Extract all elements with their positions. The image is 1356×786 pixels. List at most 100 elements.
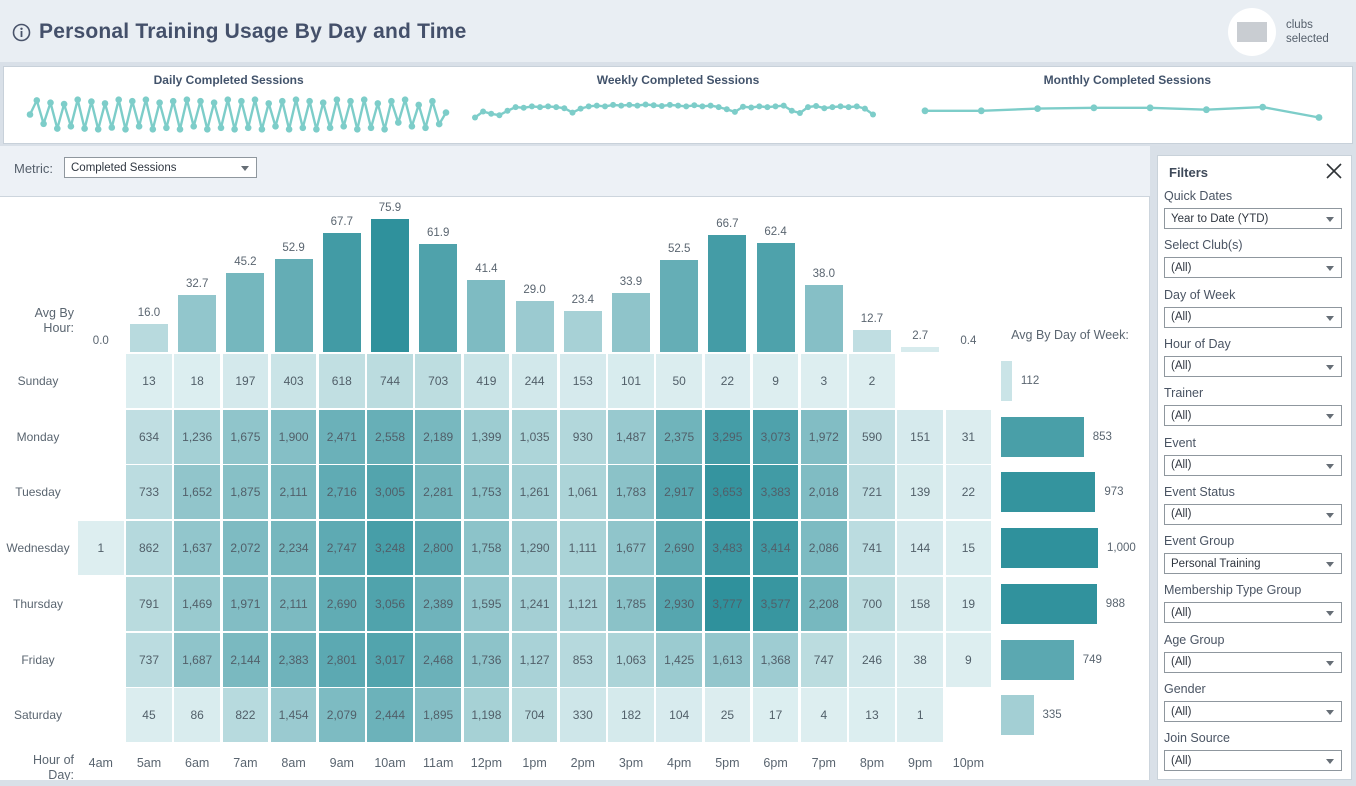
sparkline-point[interactable]	[1090, 104, 1097, 112]
close-icon[interactable]	[1323, 160, 1345, 182]
heatmap-cell[interactable]: 1,895	[415, 688, 461, 743]
heatmap-cell[interactable]: 733	[126, 465, 172, 520]
sparkline-point[interactable]	[381, 126, 388, 133]
sparkline-point[interactable]	[480, 108, 487, 115]
heatmap-cell[interactable]: 419	[463, 354, 510, 408]
avg-by-day-bar[interactable]	[1001, 528, 1098, 569]
avg-by-day-bar[interactable]	[1001, 361, 1012, 401]
heatmap-cell[interactable]: 737	[126, 632, 172, 687]
sparkline-point[interactable]	[553, 104, 560, 111]
avg-by-hour-bar[interactable]	[756, 242, 795, 352]
sparkline-point[interactable]	[545, 103, 552, 110]
heatmap-cell[interactable]: 2,444	[367, 688, 413, 743]
heatmap-cell[interactable]: 45	[126, 688, 172, 743]
heatmap-cell[interactable]: 1,758	[463, 521, 510, 576]
sparkline-point[interactable]	[374, 100, 382, 107]
avg-by-hour-bar[interactable]	[708, 235, 747, 352]
sparkline-point[interactable]	[521, 104, 528, 111]
avg-by-hour-bar[interactable]	[274, 259, 313, 352]
filter-dropdown-hour-of-day[interactable]: (All)	[1164, 355, 1342, 377]
heatmap-cell[interactable]: 144	[897, 521, 943, 576]
sparkline-point[interactable]	[512, 104, 519, 111]
avg-by-hour-bar[interactable]	[612, 292, 650, 352]
filter-dropdown-gender[interactable]: (All)	[1164, 701, 1342, 722]
heatmap-cell[interactable]: 1,063	[608, 632, 654, 687]
sparkline-point[interactable]	[496, 112, 503, 119]
sparkline-point[interactable]	[781, 102, 788, 109]
heatmap-cell[interactable]: 1,241	[511, 576, 558, 631]
heatmap-cell[interactable]: 1,677	[608, 521, 654, 576]
heatmap-cell[interactable]: 22	[704, 354, 751, 408]
sparkline-point[interactable]	[748, 104, 755, 111]
heatmap-cell[interactable]: 741	[849, 521, 895, 576]
heatmap-cell[interactable]: 3,073	[752, 409, 799, 464]
heatmap-cell[interactable]: 1,487	[608, 409, 654, 464]
sparkline-point[interactable]	[488, 110, 495, 117]
heatmap-cell[interactable]: 2,747	[319, 521, 365, 576]
sparkline-point[interactable]	[422, 124, 429, 132]
weekly-sparkline-chart[interactable]	[455, 89, 901, 139]
sparkline-point[interactable]	[197, 97, 204, 105]
sparkline-point[interactable]	[347, 97, 354, 105]
sparkline-point[interactable]	[313, 126, 320, 133]
sparkline-point[interactable]	[529, 103, 536, 110]
sparkline-point[interactable]	[845, 104, 852, 111]
sparkline-point[interactable]	[40, 120, 47, 128]
heatmap-cell[interactable]: 2,375	[656, 409, 702, 464]
sparkline-point[interactable]	[340, 123, 348, 130]
heatmap-cell[interactable]: 2,690	[656, 521, 702, 576]
heatmap-cell[interactable]: 330	[560, 688, 606, 743]
heatmap-cell[interactable]: 744	[367, 354, 413, 408]
heatmap-cell[interactable]: 19	[945, 576, 992, 631]
sparkline-point[interactable]	[429, 97, 436, 105]
sparkline-point[interactable]	[81, 125, 88, 132]
sparkline-point[interactable]	[821, 105, 828, 112]
sparkline-point[interactable]	[395, 119, 402, 126]
heatmap-cell[interactable]: 2,383	[270, 632, 317, 687]
heatmap-cell[interactable]: 17	[752, 688, 799, 743]
sparkline-point[interactable]	[108, 124, 116, 131]
heatmap-cell[interactable]: 2,801	[319, 632, 365, 687]
sparkline-point[interactable]	[238, 97, 245, 105]
filter-dropdown-event-status[interactable]: (All)	[1164, 503, 1342, 525]
sparkline-point[interactable]	[707, 102, 714, 109]
sparkline-point[interactable]	[699, 103, 706, 110]
heatmap-cell[interactable]: 3,383	[752, 465, 799, 520]
sparkline-point[interactable]	[561, 105, 568, 112]
sparkline-point[interactable]	[642, 101, 649, 108]
metric-dropdown[interactable]: Completed Sessions	[64, 157, 257, 178]
sparkline-point[interactable]	[26, 111, 34, 118]
sparkline-point[interactable]	[586, 103, 593, 110]
avg-by-hour-bar[interactable]	[322, 233, 361, 352]
heatmap-cell[interactable]: 1,399	[463, 409, 510, 464]
sparkline-point[interactable]	[756, 103, 763, 110]
heatmap-cell[interactable]: 2,189	[415, 409, 461, 464]
heatmap-cell[interactable]: 590	[849, 409, 895, 464]
sparkline-point[interactable]	[1146, 104, 1154, 112]
sparkline-point[interactable]	[156, 99, 163, 106]
sparkline-point[interactable]	[149, 126, 157, 133]
avg-by-hour-bar[interactable]	[563, 311, 602, 352]
heatmap-cell[interactable]: 2,111	[270, 576, 317, 631]
heatmap-cell[interactable]: 13	[849, 688, 895, 743]
sparkline-point[interactable]	[47, 99, 54, 106]
sparkline-point[interactable]	[272, 123, 279, 130]
heatmap-cell[interactable]: 104	[656, 688, 702, 743]
heatmap-cell[interactable]: 703	[415, 354, 461, 408]
sparkline-point[interactable]	[401, 96, 409, 103]
sparkline-point[interactable]	[667, 101, 674, 108]
sparkline-point[interactable]	[299, 124, 307, 132]
heatmap-cell[interactable]: 158	[897, 576, 943, 631]
heatmap-cell[interactable]: 246	[849, 632, 895, 687]
sparkline-point[interactable]	[435, 120, 443, 128]
sparkline-point[interactable]	[764, 104, 771, 111]
filter-dropdown-trainer[interactable]: (All)	[1164, 405, 1342, 427]
sparkline-point[interactable]	[279, 97, 286, 105]
sparkline-point[interactable]	[415, 101, 423, 109]
sparkline-point[interactable]	[129, 97, 136, 105]
sparkline-point[interactable]	[691, 102, 698, 109]
heatmap-cell[interactable]: 4	[801, 688, 847, 743]
heatmap-cell[interactable]: 403	[270, 354, 317, 408]
heatmap-cell[interactable]: 2,072	[222, 521, 269, 576]
filter-dropdown-select-club-s-[interactable]: (All)	[1164, 257, 1342, 279]
